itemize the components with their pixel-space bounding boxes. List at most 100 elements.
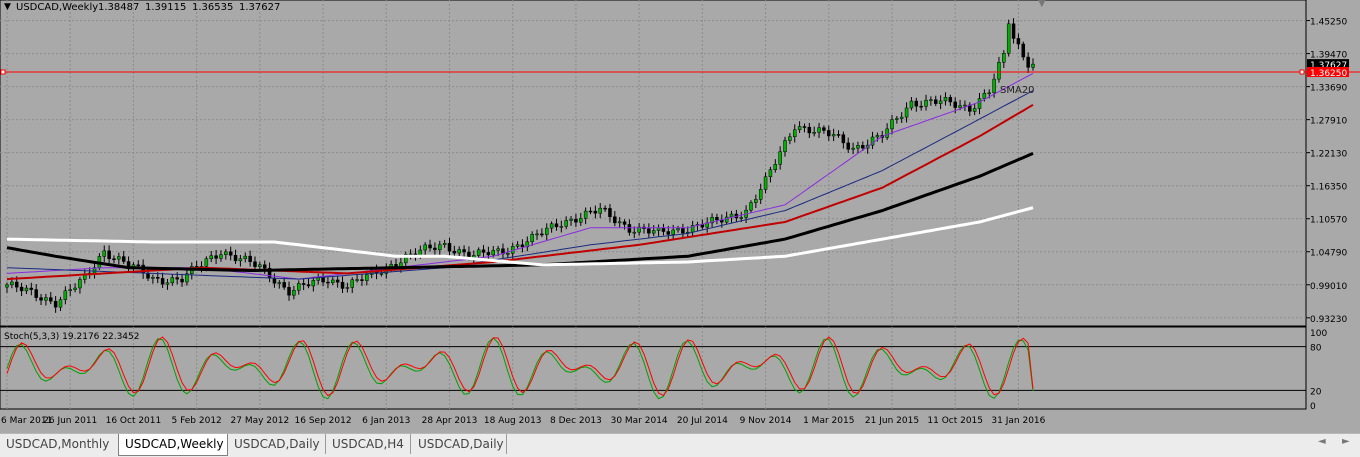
candle-body [515, 244, 520, 247]
x-tick-label: 26 Jun 2011 [43, 416, 97, 426]
stoch-title: Stoch(5,3,3) 19.2176 22.3452 [4, 332, 139, 342]
candle-body [598, 207, 602, 214]
candle-body [292, 289, 296, 296]
x-tick-label: 28 Apr 2013 [422, 416, 478, 426]
candle-body [520, 244, 525, 248]
stoch-tick-label: 80 [1310, 344, 1322, 354]
scroll-left-icon[interactable]: ◄ [1318, 436, 1326, 447]
candle-body [248, 255, 252, 263]
candle-body [632, 231, 637, 234]
dropdown-icon: ▼ [4, 2, 11, 12]
candle-body [258, 264, 262, 267]
tab-usdcad-monthly[interactable]: USDCAD,Monthly [0, 434, 120, 454]
candle-body [68, 289, 72, 292]
candle-body [724, 216, 729, 223]
candle-body [549, 223, 554, 229]
scroll-right-icon[interactable]: ► [1342, 436, 1350, 447]
candle-body [754, 199, 758, 203]
chart-tabs: USDCAD,Monthly USDCAD,Weekly USDCAD,Dail… [0, 433, 1360, 457]
candle-body [63, 290, 68, 300]
candle-body [608, 208, 612, 218]
candle-body [365, 274, 369, 281]
x-tick-label: 21 Jun 2015 [865, 416, 919, 426]
tab-usdcad-weekly[interactable]: USDCAD,Weekly [118, 434, 228, 456]
candle-body [1002, 53, 1006, 63]
candle-body [802, 126, 807, 128]
stoch-signal-line [6, 336, 1034, 397]
candle-body [870, 136, 875, 146]
candle-body [219, 254, 223, 259]
candle-body [433, 247, 437, 251]
candle-body [929, 99, 933, 101]
candle-body [287, 287, 291, 296]
candle-body [1006, 23, 1011, 54]
x-tick-label: 11 Oct 2015 [927, 416, 983, 426]
candle-body [875, 135, 880, 138]
candle-body [403, 253, 408, 264]
candle-body [277, 282, 282, 284]
candle-body [710, 217, 714, 224]
candle-body [155, 277, 160, 279]
candle-body [462, 249, 466, 253]
candle-body [841, 134, 846, 144]
candle-body [943, 97, 948, 102]
candle-body [243, 255, 248, 259]
x-tick-label: 18 Aug 2013 [484, 416, 542, 426]
x-tick-label: 31 Jan 2016 [991, 416, 1045, 426]
candle-body [938, 100, 943, 104]
candle-body [262, 264, 267, 269]
candle-body [647, 228, 651, 234]
candle-body [822, 127, 826, 131]
x-tick-label: 16 Sep 2012 [295, 416, 352, 426]
candle-body [987, 92, 991, 95]
candle-body [1021, 43, 1026, 58]
price-level-handle-left [0, 69, 6, 75]
candle-body [34, 289, 38, 298]
candle-body [861, 145, 865, 149]
candle-body [613, 216, 617, 224]
chart-area[interactable]: 1.45250 1.39470 1.33690 1.27910 1.22130 1.163… [0, 0, 1360, 433]
ohlc-value: 1.36535 [192, 2, 233, 13]
candle-body [627, 224, 632, 233]
x-tick-label: 1 Mar 2015 [803, 416, 854, 426]
candle-body [1011, 23, 1016, 39]
candle-body [496, 248, 500, 251]
candle-body [783, 140, 787, 153]
stoch-main-line [6, 337, 1034, 400]
candle-body [788, 136, 792, 141]
candle-body [924, 99, 928, 107]
candle-body [102, 250, 107, 257]
candle-body [272, 278, 277, 284]
tab-usdcad-daily[interactable]: USDCAD,Daily [228, 434, 326, 454]
candle-body [78, 279, 82, 289]
x-tick-label: 6 Mar 2011 [1, 416, 52, 426]
candle-body [238, 258, 243, 262]
ohlc-value: 1.38487 [98, 2, 139, 13]
tab-usdcad-daily-2[interactable]: USDCAD,Daily [412, 434, 507, 454]
candle-body [773, 164, 778, 170]
candle-body [165, 282, 170, 285]
candle-body [530, 234, 534, 242]
candle-body [953, 101, 957, 108]
candle-body [1031, 63, 1035, 68]
x-tick-label: 8 Dec 2013 [550, 416, 602, 426]
candle-body [778, 151, 782, 165]
candle-body [579, 218, 583, 223]
candle-body [467, 251, 471, 258]
candle-body [637, 226, 641, 233]
x-tick-label: 27 May 2012 [231, 416, 290, 426]
y-tick-label: 1.16350 [1310, 183, 1347, 193]
candle-body [544, 227, 549, 235]
candle-body [39, 297, 43, 301]
candle-body [768, 169, 773, 178]
candle-body [214, 255, 218, 259]
candle-body [481, 249, 486, 253]
y-tick-label: 1.45250 [1310, 18, 1347, 28]
candle-body [603, 207, 607, 210]
x-tick-label: 9 Nov 2014 [740, 416, 792, 426]
candle-body [297, 283, 301, 291]
candle-body [53, 300, 58, 308]
tab-usdcad-h4[interactable]: USDCAD,H4 [326, 434, 411, 454]
candle-body [457, 249, 461, 254]
candle-body [933, 99, 938, 104]
